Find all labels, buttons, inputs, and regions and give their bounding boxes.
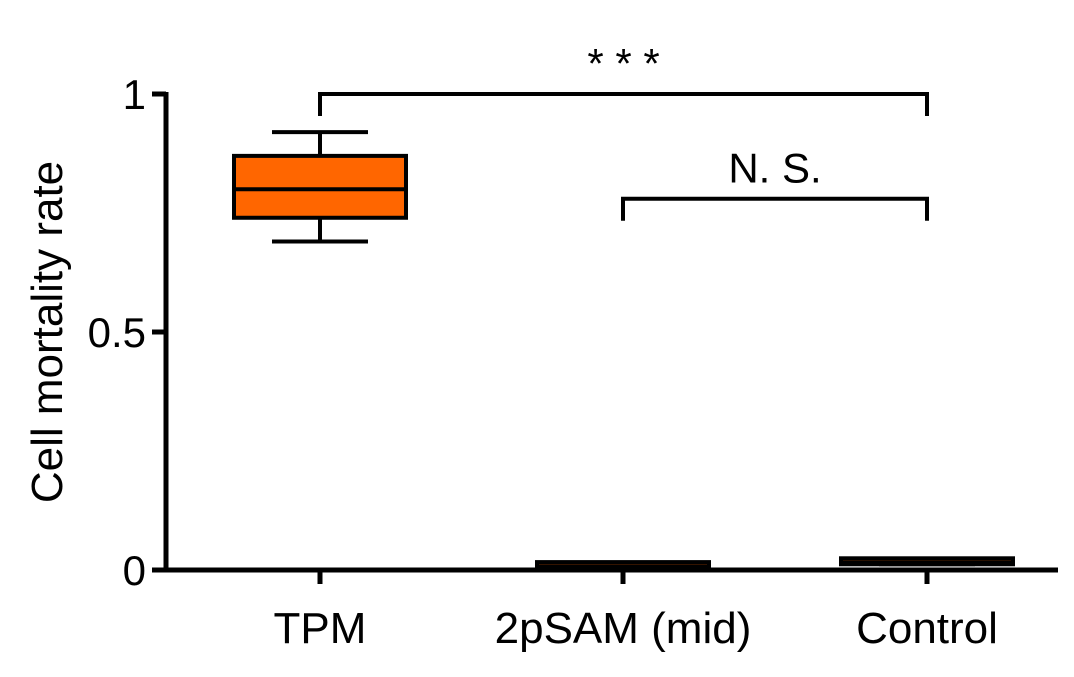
y-axis-title: Cell mortality rate (23, 161, 72, 503)
y-tick-label: 0 (123, 547, 146, 594)
x-category-label: 2pSAM (mid) (495, 604, 752, 653)
significance-label: N. S. (728, 145, 821, 192)
significance-bracket (318, 92, 929, 116)
y-tick-label: 1 (123, 71, 146, 118)
x-category-label: Control (856, 604, 998, 653)
y-tick-label: 0.5 (88, 309, 146, 356)
x-category-label: TPM (274, 604, 367, 653)
box-body (232, 153, 408, 220)
significance-bracket (621, 196, 929, 221)
significance-label: * * * (587, 40, 659, 87)
